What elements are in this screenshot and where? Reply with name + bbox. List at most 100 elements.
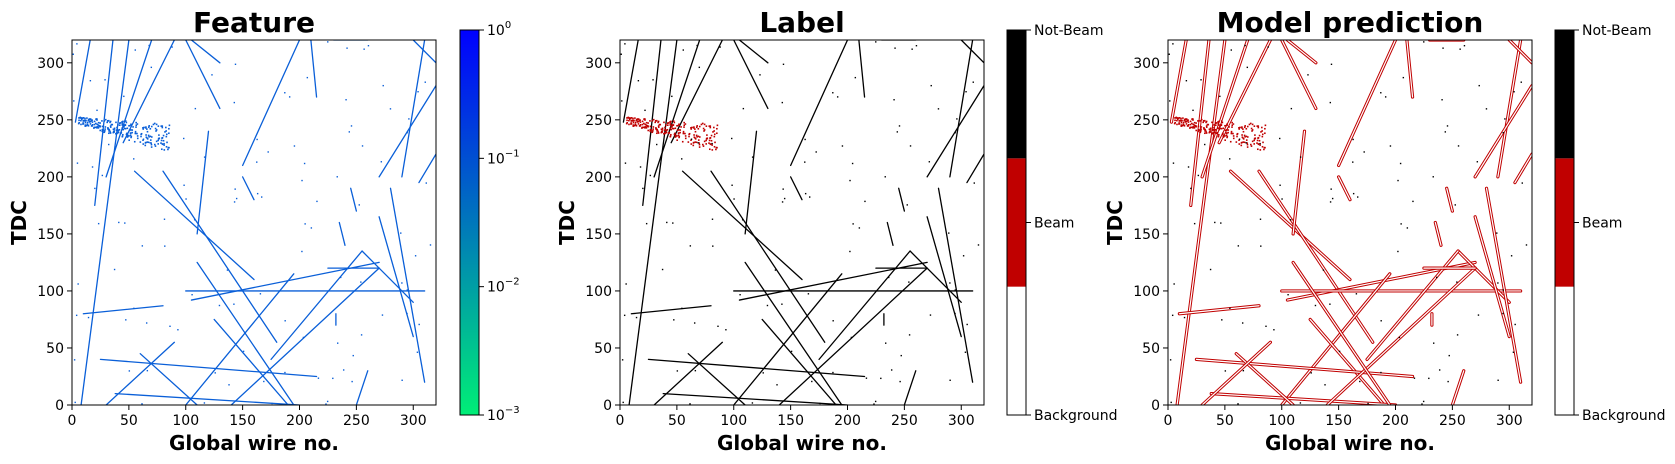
beam-hit xyxy=(145,134,147,136)
beam-hit xyxy=(708,148,711,151)
beam-hit xyxy=(669,127,671,129)
beam-hit xyxy=(711,144,713,146)
beam-hit xyxy=(129,134,132,137)
x-axis-label: Global wire no. xyxy=(169,431,339,455)
beam-hit xyxy=(637,123,640,125)
beam-hit xyxy=(1245,127,1248,130)
noise-hit xyxy=(133,158,135,160)
beam-hit xyxy=(676,139,678,141)
beam-hit xyxy=(161,143,164,146)
y-tick-label: 250 xyxy=(1133,113,1160,129)
beam-hit xyxy=(633,124,636,127)
noise-hit xyxy=(1363,151,1365,153)
noise-hit xyxy=(725,329,727,331)
beam-hit xyxy=(649,125,652,128)
beam-hit xyxy=(711,149,714,151)
y-tick-label: 100 xyxy=(1133,284,1160,300)
track xyxy=(412,40,436,64)
beam-hit xyxy=(161,137,164,139)
noise-hit xyxy=(1193,222,1196,225)
beam-hit xyxy=(109,121,111,124)
noise-hit xyxy=(75,314,78,317)
beam-hit xyxy=(160,142,162,144)
beam-hit xyxy=(1211,132,1214,135)
beam-hit xyxy=(678,123,680,126)
beam-hit xyxy=(136,135,139,137)
beam-hit xyxy=(702,145,705,147)
beam-hit xyxy=(671,125,673,127)
noise-hit xyxy=(345,99,347,101)
track xyxy=(378,216,414,338)
beam-hit xyxy=(660,131,663,134)
beam-hit xyxy=(1217,121,1219,123)
beam-hit xyxy=(1230,130,1233,133)
beam-hit xyxy=(1205,120,1208,123)
plot-area xyxy=(72,40,436,405)
noise-hit xyxy=(766,304,769,307)
beam-hit xyxy=(1248,123,1251,126)
beam-hit xyxy=(1253,143,1256,145)
noise-hit xyxy=(259,293,262,295)
beam-hit xyxy=(670,128,672,131)
y-tick-label: 100 xyxy=(37,284,64,300)
y-tick-label: 250 xyxy=(585,113,612,129)
beam-hit xyxy=(1182,117,1184,119)
beam-hit xyxy=(1207,123,1210,126)
beam-hit xyxy=(644,118,646,120)
beam-hit xyxy=(656,130,658,132)
colorbar-tick-label: Beam xyxy=(1034,216,1074,232)
noise-hit xyxy=(893,99,895,101)
beam-hit xyxy=(1211,129,1214,131)
noise-hit xyxy=(762,372,764,374)
beam-hit xyxy=(1197,128,1200,131)
noise-hit xyxy=(875,41,877,43)
beam-hit xyxy=(1226,123,1228,126)
noise-hit xyxy=(661,268,664,271)
beam-hit xyxy=(682,132,685,135)
beam-hit xyxy=(1180,121,1183,124)
beam-hit xyxy=(1261,126,1263,129)
noise-hit xyxy=(417,91,419,93)
track-core xyxy=(1457,250,1510,303)
beam-hit xyxy=(695,126,698,129)
beam-hit xyxy=(630,117,633,119)
beam-hit xyxy=(1238,139,1240,142)
beam-hit xyxy=(1222,132,1224,135)
noise-hit xyxy=(1229,158,1231,160)
beam-hit xyxy=(663,132,666,135)
noise-hit xyxy=(1413,377,1416,379)
beam-hit xyxy=(665,131,668,134)
track-core xyxy=(1514,153,1532,184)
beam-hit xyxy=(87,119,90,122)
noise-hit xyxy=(1504,118,1506,120)
beam-hit xyxy=(122,128,124,131)
beam-hit xyxy=(115,132,118,135)
noise-hit xyxy=(1173,283,1175,285)
beam-hit xyxy=(1205,131,1208,133)
beam-hit xyxy=(136,132,138,135)
beam-hit xyxy=(148,125,150,127)
beam-hit xyxy=(109,126,112,128)
noise-hit xyxy=(1513,91,1515,93)
noise-hit xyxy=(104,79,106,81)
beam-hit xyxy=(1236,132,1239,135)
beam-hit xyxy=(82,120,85,122)
x-tick-label: 50 xyxy=(120,413,138,429)
beam-hit xyxy=(1215,122,1218,124)
track-core xyxy=(1210,392,1397,405)
y-tick-label: 200 xyxy=(37,170,64,186)
beam-hit xyxy=(167,146,170,149)
beam-hit xyxy=(96,123,99,126)
beam-hit xyxy=(84,124,87,126)
noise-hit xyxy=(1314,304,1317,307)
noise-hit xyxy=(733,198,735,200)
panel-2: 0 50 100 150 200 250 300 0 50 100 150 200 250 300 Labe… xyxy=(555,6,1118,455)
noise-hit xyxy=(625,283,627,285)
beam-hit xyxy=(82,122,85,125)
noise-hit xyxy=(1406,227,1409,229)
beam-hit xyxy=(657,131,660,133)
beam-hit xyxy=(1191,122,1193,125)
beam-hit xyxy=(1241,134,1243,136)
beam-hit xyxy=(671,124,673,126)
noise-hit xyxy=(418,323,420,326)
